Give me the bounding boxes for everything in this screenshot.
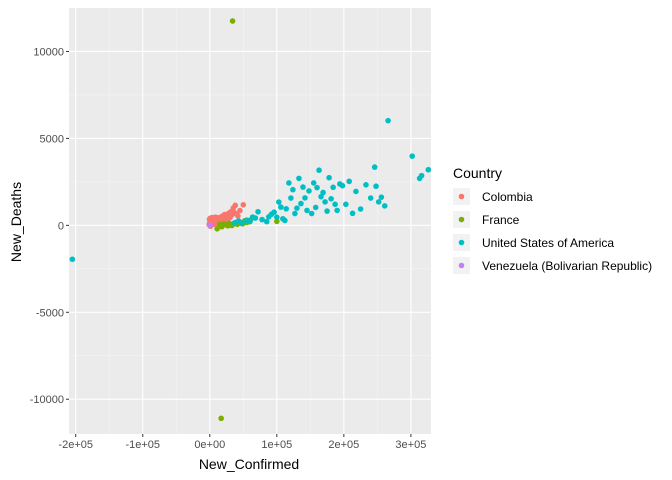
x-axis-ticks: -2e+05 -1e+05 0e+00 1e+05 2e+05 3e+05 bbox=[58, 434, 426, 451]
data-point bbox=[239, 220, 245, 227]
x-tick-label: 0e+00 bbox=[194, 439, 225, 451]
data-point bbox=[312, 204, 319, 211]
data-point bbox=[320, 189, 326, 196]
data-point bbox=[235, 213, 241, 219]
data-point bbox=[310, 180, 317, 186]
x-tick-label: -2e+05 bbox=[58, 439, 93, 451]
data-point bbox=[302, 195, 308, 201]
data-points bbox=[69, 18, 432, 422]
data-point bbox=[328, 195, 334, 202]
data-point bbox=[332, 201, 338, 208]
data-point bbox=[322, 199, 328, 205]
y-axis-title: New_Deaths bbox=[8, 182, 24, 262]
x-tick-label: -1e+05 bbox=[125, 439, 160, 451]
data-point bbox=[326, 174, 332, 181]
data-point bbox=[363, 182, 369, 188]
data-point bbox=[294, 205, 300, 211]
data-point bbox=[271, 209, 277, 215]
data-point bbox=[232, 202, 239, 209]
data-point bbox=[214, 226, 220, 232]
data-point bbox=[237, 207, 243, 214]
y-tick-label: 10000 bbox=[33, 46, 64, 58]
y-tick-label: 0 bbox=[58, 220, 64, 232]
data-point bbox=[282, 217, 288, 224]
legend-title: Country bbox=[453, 165, 502, 181]
data-point bbox=[339, 182, 346, 189]
legend-key-point bbox=[458, 216, 465, 223]
series-group bbox=[207, 222, 213, 229]
major-gridlines bbox=[69, 8, 431, 434]
data-point bbox=[296, 175, 302, 182]
series-group bbox=[69, 117, 432, 263]
data-point bbox=[218, 415, 224, 422]
data-point bbox=[316, 167, 322, 174]
data-point bbox=[418, 172, 425, 179]
data-point bbox=[288, 195, 294, 201]
data-point bbox=[247, 218, 253, 225]
data-point bbox=[252, 215, 259, 221]
data-point bbox=[314, 184, 320, 191]
data-point bbox=[373, 183, 379, 190]
data-point bbox=[207, 222, 213, 228]
y-axis-ticks: -10000 -5000 0 5000 10000 bbox=[30, 46, 69, 406]
legend-key-point bbox=[458, 262, 465, 269]
data-point bbox=[290, 186, 296, 193]
data-point bbox=[330, 184, 336, 191]
data-point bbox=[283, 206, 290, 212]
data-point bbox=[367, 195, 374, 201]
x-axis-title: New_Confirmed bbox=[199, 456, 299, 472]
x-tick-label: 3e+05 bbox=[395, 439, 426, 451]
data-point bbox=[357, 206, 364, 212]
data-point bbox=[304, 207, 310, 214]
data-point bbox=[318, 193, 324, 200]
data-point bbox=[324, 208, 330, 214]
legend-label: Colombia bbox=[482, 190, 533, 204]
legend-label: France bbox=[482, 213, 520, 227]
data-point bbox=[286, 180, 292, 186]
data-point bbox=[255, 208, 261, 215]
data-point bbox=[353, 188, 359, 195]
data-point bbox=[274, 214, 280, 220]
data-point bbox=[298, 200, 304, 207]
data-point bbox=[409, 153, 416, 159]
data-point bbox=[306, 188, 312, 194]
data-point bbox=[308, 210, 315, 217]
data-point bbox=[278, 204, 284, 210]
data-point bbox=[292, 210, 298, 217]
data-point bbox=[385, 117, 391, 124]
data-point bbox=[346, 178, 353, 185]
data-point bbox=[371, 164, 378, 170]
data-point bbox=[425, 166, 432, 173]
data-point bbox=[69, 256, 76, 263]
data-point bbox=[381, 203, 388, 209]
x-tick-label: 1e+05 bbox=[261, 439, 292, 451]
legend-label: Venezuela (Bolivarian Republic) bbox=[482, 259, 652, 273]
y-tick-label: -5000 bbox=[36, 307, 64, 319]
data-point bbox=[263, 218, 270, 225]
data-point bbox=[343, 201, 349, 208]
data-point bbox=[276, 199, 282, 205]
data-point bbox=[334, 207, 340, 214]
y-tick-label: 5000 bbox=[40, 133, 64, 145]
y-tick-label: -10000 bbox=[30, 394, 64, 406]
legend-entries: Colombia France United States of America Ve… bbox=[453, 188, 652, 274]
legend: Country Colombia France United States of A… bbox=[453, 165, 652, 274]
data-point bbox=[349, 210, 356, 217]
data-point bbox=[274, 218, 280, 225]
data-point bbox=[300, 184, 306, 190]
data-point bbox=[259, 216, 265, 223]
data-point bbox=[240, 202, 247, 208]
data-point bbox=[229, 18, 236, 24]
legend-key-point bbox=[458, 193, 465, 200]
legend-key-point bbox=[458, 239, 465, 246]
legend-label: United States of America bbox=[482, 236, 614, 250]
data-point bbox=[375, 199, 382, 205]
data-point bbox=[378, 194, 385, 200]
x-tick-label: 2e+05 bbox=[328, 439, 359, 451]
